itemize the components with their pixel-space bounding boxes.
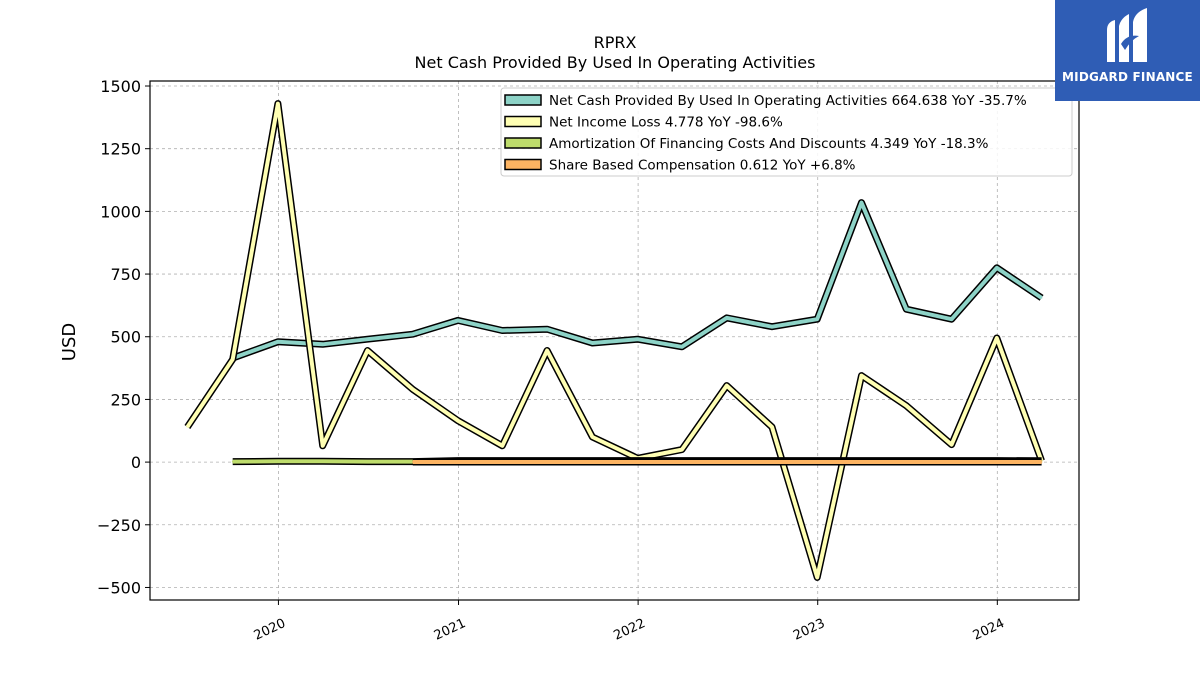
x-tick-label: 2021 [432, 616, 468, 644]
data-point [996, 461, 998, 463]
data-point [725, 384, 728, 387]
data-point [412, 388, 414, 391]
data-point [457, 419, 459, 422]
x-tick-label: 2022 [611, 616, 647, 644]
data-point [771, 461, 773, 463]
data-point [457, 461, 459, 463]
data-point [501, 329, 504, 332]
y-tick-label: 1250 [100, 140, 141, 159]
x-tick-label: 2020 [252, 616, 288, 644]
series-line [185, 101, 1044, 580]
y-axis: −500 −250 0 250 500 750 1000 1250 1500 [97, 77, 150, 597]
data-point [412, 333, 414, 336]
chart-subtitle: Net Cash Provided By Used In Operating A… [415, 53, 816, 72]
data-point [231, 358, 234, 361]
data-point [546, 349, 548, 352]
data-point [725, 461, 728, 463]
data-point [186, 426, 189, 428]
chart-title: RPRX [594, 33, 637, 52]
data-point [1040, 461, 1043, 463]
data-point [412, 461, 414, 463]
data-point [771, 426, 773, 428]
series-line-outline [231, 199, 1044, 362]
data-point [816, 318, 818, 321]
data-point [996, 337, 998, 339]
brand-logo: MIDGARD FINANCE [1055, 0, 1200, 101]
y-tick-label: 0 [131, 453, 141, 472]
legend-swatch [504, 158, 542, 171]
y-tick-label: −250 [97, 516, 141, 535]
data-point [905, 308, 908, 311]
data-point [860, 201, 863, 204]
data-point [816, 576, 818, 579]
data-point [321, 445, 324, 447]
data-point [501, 461, 504, 463]
y-tick-label: 1500 [100, 77, 141, 96]
data-point [681, 346, 683, 348]
legend-label: Net Cash Provided By Used In Operating A… [549, 93, 1027, 109]
brand-name: MIDGARD FINANCE [1062, 70, 1193, 84]
series-layer [184, 100, 1045, 581]
data-point [950, 318, 953, 321]
data-point [905, 404, 908, 407]
data-point [996, 267, 998, 269]
legend-label: Amortization Of Financing Costs And Disc… [549, 136, 989, 152]
legend-swatch [504, 94, 542, 106]
data-point [591, 342, 594, 344]
legend: Net Cash Provided By Used In Operating A… [500, 87, 1073, 177]
data-point [816, 461, 818, 463]
x-tick-label: 2024 [971, 616, 1007, 644]
data-point [905, 461, 908, 463]
data-point [546, 461, 548, 463]
data-point [366, 349, 369, 352]
data-point [277, 102, 279, 105]
data-point [321, 460, 324, 463]
data-point [321, 343, 324, 346]
data-point [231, 460, 234, 463]
data-point [860, 374, 863, 377]
legend-box [500, 87, 1073, 177]
data-point [681, 448, 683, 451]
legend-label: Net Income Loss 4.778 YoY -98.6% [549, 115, 783, 131]
series-line [232, 200, 1043, 360]
legend-swatch [504, 137, 542, 149]
data-point [950, 461, 953, 463]
data-point [591, 461, 594, 463]
data-point [636, 461, 639, 463]
data-point [546, 328, 548, 331]
data-point [277, 460, 279, 463]
midgard-logo-icon [1107, 8, 1147, 62]
x-tick-label: 2023 [791, 616, 827, 644]
data-point [366, 460, 369, 463]
y-tick-label: 500 [110, 328, 141, 347]
data-point [636, 338, 639, 341]
data-point [681, 461, 683, 463]
data-point [457, 319, 459, 322]
data-point [950, 443, 953, 446]
x-axis: 2020 2021 2022 2023 2024 [252, 600, 1007, 644]
data-point [591, 436, 594, 438]
y-tick-label: 750 [110, 265, 141, 284]
data-point [501, 445, 504, 447]
plot-frame [149, 80, 1080, 601]
y-axis-label: USD [59, 323, 80, 361]
data-point [1040, 297, 1043, 299]
y-tick-label: 1000 [100, 202, 141, 221]
data-point [771, 325, 773, 328]
legend-label: Share Based Compensation 0.612 YoY +6.8% [549, 158, 856, 174]
data-point [277, 341, 279, 343]
legend-swatch [504, 115, 542, 128]
data-point [860, 461, 863, 463]
y-tick-label: −500 [97, 578, 141, 597]
data-point [366, 338, 369, 341]
data-point [725, 317, 728, 319]
y-tick-label: 250 [110, 390, 141, 409]
